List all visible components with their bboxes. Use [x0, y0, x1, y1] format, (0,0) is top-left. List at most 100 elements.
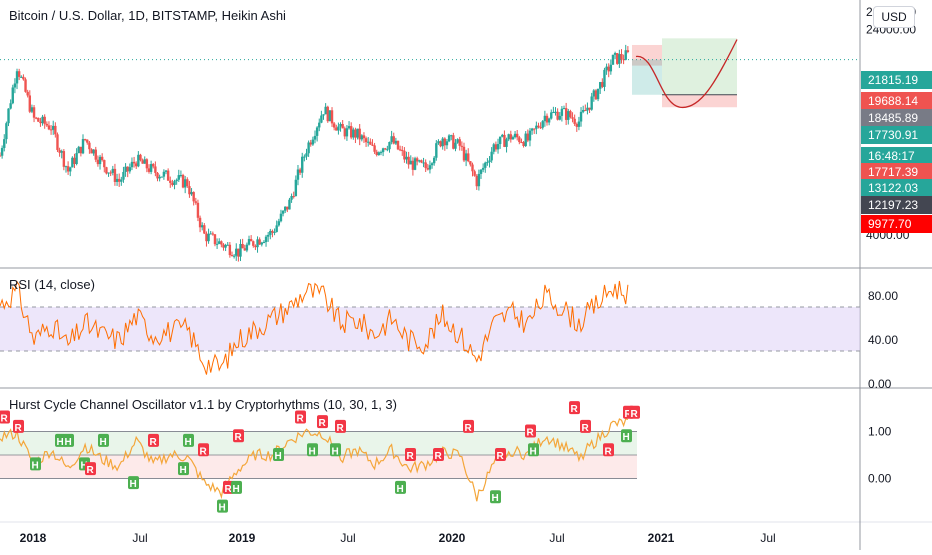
candle [96, 159, 100, 165]
candle [407, 156, 410, 165]
candle [405, 156, 408, 160]
price-badge-label: 21815.19 [868, 73, 918, 87]
chart-title: Bitcoin / U.S. Dollar, 1D, BITSTAMP, Hei… [9, 8, 286, 23]
candle [437, 141, 440, 144]
candle [13, 83, 17, 88]
candle [139, 154, 142, 161]
hurst-marker [233, 429, 244, 443]
candle [330, 110, 334, 124]
candle [52, 125, 55, 130]
candle [415, 158, 419, 162]
hurst-marker-label: R [225, 484, 233, 495]
hurst-marker-label: H [219, 503, 226, 514]
candle [571, 117, 574, 119]
hurst-marker [629, 405, 640, 419]
candle [228, 244, 232, 256]
candle [218, 241, 221, 244]
candle [467, 153, 470, 162]
candle [275, 225, 278, 232]
candle [43, 116, 46, 124]
candle [215, 243, 219, 245]
candle [445, 141, 449, 146]
candle [535, 125, 538, 129]
candle [103, 160, 106, 168]
candle [403, 150, 406, 160]
candle [109, 172, 112, 174]
candle [616, 53, 619, 64]
candle [32, 107, 36, 118]
candle [9, 103, 12, 109]
candle [420, 160, 423, 163]
currency-button[interactable]: USD [873, 6, 915, 28]
candle [192, 192, 195, 202]
candle [422, 162, 425, 164]
candle [73, 157, 76, 165]
candle [424, 162, 427, 169]
candle [149, 164, 153, 172]
hurst-marker-label: H [530, 446, 537, 457]
candle [260, 242, 263, 245]
candle [183, 179, 187, 188]
candle [241, 243, 244, 249]
price-badge-label: 16:48:17 [868, 149, 915, 163]
entry-risk-zone [632, 44, 662, 66]
candle [373, 145, 376, 152]
hurst-upper-band [0, 431, 637, 455]
hurst-marker [0, 410, 10, 424]
hurst-marker [85, 462, 96, 476]
candle [456, 139, 459, 143]
candle [207, 233, 210, 242]
candle [369, 141, 372, 145]
candle [147, 168, 151, 172]
hurst-marker [603, 443, 614, 457]
candle [354, 129, 357, 138]
candle [492, 144, 495, 152]
candle [205, 233, 208, 242]
candle [554, 111, 557, 113]
candle [303, 156, 306, 158]
candle [164, 170, 168, 172]
candle [301, 156, 304, 173]
candle [439, 141, 442, 147]
candle [479, 169, 483, 174]
candle [107, 172, 110, 174]
candle [362, 135, 366, 139]
candle [320, 115, 323, 123]
candle [588, 107, 591, 110]
candle [162, 171, 166, 177]
candle [471, 164, 474, 172]
price-badge [861, 196, 932, 214]
candle [290, 196, 293, 200]
candle [460, 145, 464, 147]
candle [117, 178, 121, 182]
candle [22, 76, 25, 80]
price-badge [861, 126, 932, 144]
candle [17, 71, 21, 77]
candle [545, 115, 549, 123]
candle [309, 142, 312, 145]
candle [498, 136, 502, 145]
candle [426, 168, 430, 170]
candle [249, 239, 253, 242]
candle [501, 134, 504, 137]
hurst-marker [317, 415, 328, 429]
candle [513, 133, 517, 138]
candle [126, 166, 129, 172]
candle [34, 117, 38, 119]
price-badge-label: 19688.14 [868, 94, 918, 108]
hurst-marker-label: H [185, 437, 192, 448]
candle [430, 163, 434, 166]
hurst-marker [98, 433, 109, 447]
candle [258, 239, 261, 245]
candle [81, 139, 85, 154]
candle [3, 139, 6, 148]
rsi-tick-label: 80.00 [868, 289, 898, 303]
candle [56, 134, 59, 150]
candle [232, 255, 236, 257]
candle [490, 151, 493, 161]
candle [169, 180, 172, 183]
hurst-marker-label: H [180, 465, 187, 476]
candle [318, 122, 321, 128]
candle [315, 127, 319, 136]
